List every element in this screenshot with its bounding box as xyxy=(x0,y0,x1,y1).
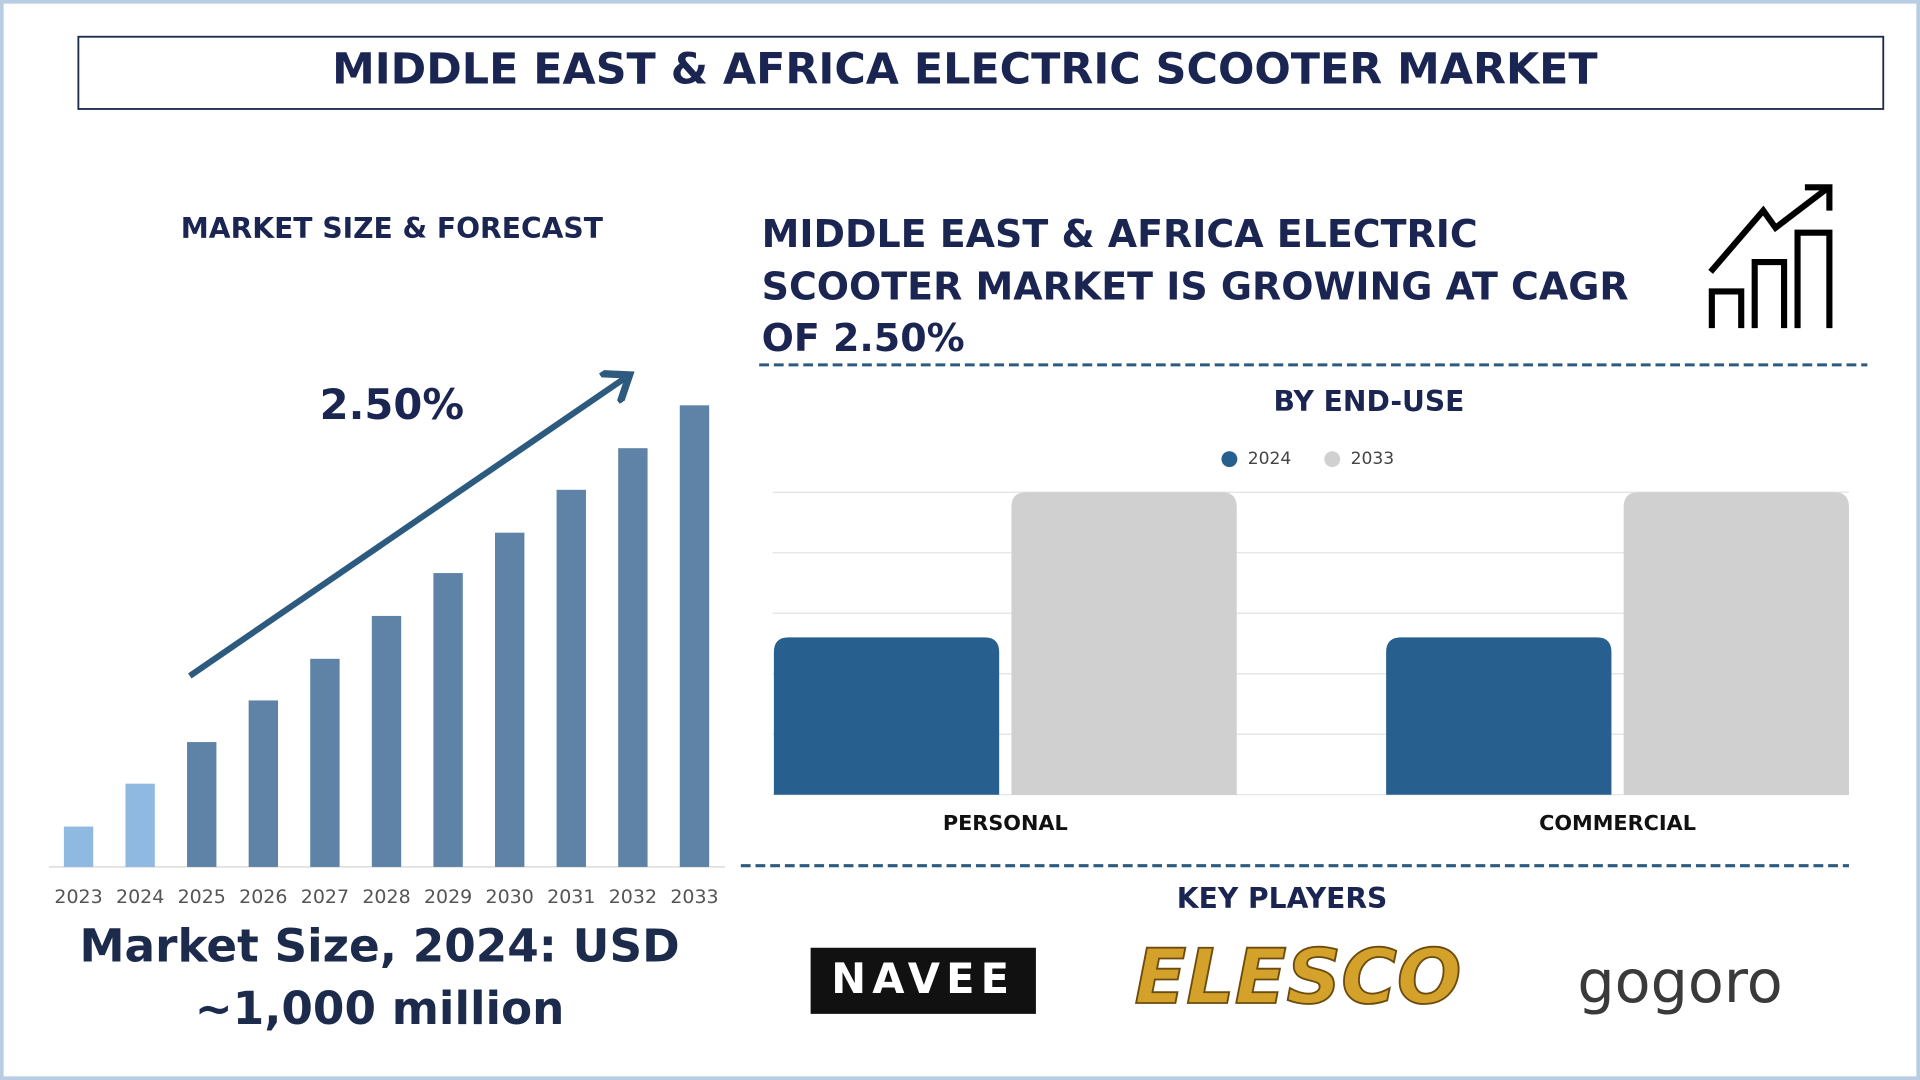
logo: ELESCO xyxy=(1134,933,1461,1021)
bar xyxy=(248,700,279,867)
legend-label: 2033 xyxy=(1351,449,1395,469)
x-tick-label: 2027 xyxy=(301,886,349,908)
logo: gogoro xyxy=(1577,947,1782,1016)
chart-title: BY END-USE xyxy=(1274,385,1465,418)
cagr-annotation: 2.50% xyxy=(320,380,464,429)
legend-swatch xyxy=(1324,451,1341,468)
x-tick-label: PERSONAL xyxy=(943,811,1068,835)
x-tick-label: 2023 xyxy=(54,886,102,908)
bar xyxy=(679,405,710,867)
bar xyxy=(556,489,586,867)
x-tick-label: 2031 xyxy=(547,886,595,908)
legend-label: 2024 xyxy=(1248,449,1292,469)
x-tick-label: 2025 xyxy=(178,886,226,908)
bar xyxy=(125,783,155,867)
cagr-text: SCOOTER MARKET IS GROWING AT CAGR xyxy=(762,264,1629,308)
cagr-text: OF 2.50% xyxy=(762,316,965,360)
x-tick-label: 2033 xyxy=(670,886,718,908)
logo: NAVEE xyxy=(831,954,1015,1003)
x-tick-label: 2026 xyxy=(239,886,287,908)
cagr-text: MIDDLE EAST & AFRICA ELECTRIC xyxy=(762,212,1478,256)
key-players-title: KEY PLAYERS xyxy=(1177,882,1388,915)
legend-swatch xyxy=(1221,451,1238,468)
market-size: Market Size, 2024: USD xyxy=(79,919,679,972)
bar xyxy=(773,637,1000,795)
bar xyxy=(495,532,525,867)
x-tick-label: 2029 xyxy=(424,886,472,908)
title-box xyxy=(77,35,1885,110)
bar xyxy=(1623,492,1849,795)
x-tick-label: COMMERCIAL xyxy=(1539,811,1696,835)
x-tick-label: 2030 xyxy=(486,886,534,908)
bar xyxy=(371,615,402,867)
bar xyxy=(63,826,94,867)
page-title: MIDDLE EAST & AFRICA ELECTRIC SCOOTER MA… xyxy=(332,45,1598,95)
market-size: ~1,000 million xyxy=(195,982,565,1035)
bar xyxy=(433,573,463,867)
bar xyxy=(187,742,217,867)
x-tick-label: 2032 xyxy=(609,886,657,908)
growth-icon xyxy=(1708,184,1833,329)
x-tick-label: 2024 xyxy=(116,886,164,908)
bar xyxy=(1386,637,1612,795)
bar xyxy=(310,658,340,867)
x-tick-label: 2028 xyxy=(362,886,410,908)
logo-box xyxy=(810,947,1036,1014)
growth-arrow xyxy=(188,378,625,679)
bar xyxy=(618,448,648,867)
bar xyxy=(1011,492,1237,795)
chart-title: MARKET SIZE & FORECAST xyxy=(181,212,604,245)
